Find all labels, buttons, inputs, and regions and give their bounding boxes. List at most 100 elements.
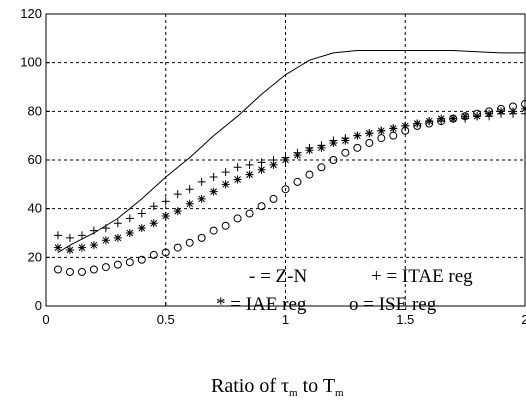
star-marker	[521, 104, 526, 113]
circle-marker	[449, 114, 458, 123]
circle-marker	[521, 100, 526, 109]
x-tick-label: 0.5	[157, 312, 175, 327]
star-marker	[449, 114, 458, 123]
circle-marker	[341, 148, 350, 157]
circle-marker	[365, 138, 374, 147]
series-ise-reg	[53, 100, 526, 276]
circle-marker	[113, 260, 122, 269]
circle-marker	[185, 238, 194, 247]
plus-marker	[209, 173, 218, 182]
star-marker	[497, 107, 506, 116]
circle-marker	[473, 109, 482, 118]
circle-marker	[77, 267, 86, 276]
series-z-n	[57, 50, 525, 253]
star-marker	[365, 129, 374, 138]
circle-marker	[425, 119, 434, 128]
circle-marker	[317, 163, 326, 172]
star-marker	[509, 107, 518, 116]
circle-marker	[413, 121, 422, 130]
star-marker	[293, 151, 302, 160]
star-marker	[53, 243, 62, 252]
circle-marker	[437, 117, 446, 126]
star-marker	[197, 194, 206, 203]
circle-marker	[509, 102, 518, 111]
legend: - = Z-N + = ITAE reg * = IAE reg o = ISE…	[216, 266, 473, 315]
y-tick-label: 120	[20, 6, 42, 21]
legend-ise: o = ISE reg	[349, 294, 437, 315]
circle-marker	[65, 267, 74, 276]
star-marker	[473, 112, 482, 121]
plus-marker	[233, 163, 242, 172]
circle-marker	[497, 104, 506, 113]
star-marker	[137, 224, 146, 233]
circle-marker	[209, 226, 218, 235]
circle-marker	[389, 131, 398, 140]
star-marker	[377, 126, 386, 135]
circle-marker	[401, 126, 410, 135]
star-marker	[389, 124, 398, 133]
circle-marker	[197, 233, 206, 242]
x-axis-label-sub-2: m	[335, 387, 344, 399]
star-marker	[101, 236, 110, 245]
star-marker	[329, 138, 338, 147]
plot-area	[53, 50, 526, 276]
y-tick-label: 80	[28, 103, 42, 118]
circle-marker	[269, 194, 278, 203]
circle-marker	[305, 170, 314, 179]
circle-marker	[125, 258, 134, 267]
plus-marker	[197, 177, 206, 186]
y-tick-label: 60	[28, 152, 42, 167]
circle-marker	[485, 107, 494, 116]
plus-marker	[173, 190, 182, 199]
plus-marker	[245, 160, 254, 169]
plus-marker	[53, 231, 62, 240]
plus-marker	[137, 209, 146, 218]
star-marker	[401, 121, 410, 130]
x-axis-label-tau: τ	[281, 375, 289, 397]
legend-itae: + = ITAE reg	[371, 266, 473, 287]
circle-marker	[149, 250, 158, 259]
plus-marker	[125, 214, 134, 223]
circle-marker	[173, 243, 182, 252]
circle-marker	[233, 214, 242, 223]
x-tick-label: 1.5	[396, 312, 414, 327]
star-marker	[221, 180, 230, 189]
x-tick-label: 0	[42, 312, 49, 327]
plot-frame	[45, 13, 526, 307]
y-tick-label: 40	[28, 201, 42, 216]
plus-marker	[77, 231, 86, 240]
plus-marker	[89, 226, 98, 235]
star-marker	[425, 117, 434, 126]
plus-marker	[221, 168, 230, 177]
series-iae-reg	[53, 104, 526, 255]
star-marker	[353, 131, 362, 140]
circle-marker	[281, 185, 290, 194]
star-marker	[149, 219, 158, 228]
star-marker	[437, 114, 446, 123]
circle-marker	[101, 263, 110, 272]
star-marker	[113, 233, 122, 242]
star-marker	[485, 109, 494, 118]
legend-zn: - = Z-N	[249, 266, 307, 287]
star-marker	[269, 160, 278, 169]
circle-marker	[257, 202, 266, 211]
circle-marker	[161, 248, 170, 257]
y-tick-label: 0	[35, 298, 42, 313]
y-tick-label: 100	[20, 55, 42, 70]
x-axis-label-T: T	[323, 375, 335, 397]
star-marker	[125, 229, 134, 237]
circle-marker	[377, 134, 386, 143]
star-marker	[257, 165, 266, 174]
circle-marker	[461, 112, 470, 121]
circle-marker	[89, 265, 98, 274]
plus-marker	[185, 185, 194, 194]
axes	[45, 13, 526, 307]
circle-marker	[53, 265, 62, 274]
star-marker	[77, 243, 86, 252]
x-tick-label: 2	[521, 312, 526, 327]
star-marker	[173, 207, 182, 216]
circle-marker	[329, 156, 338, 164]
star-marker	[185, 199, 194, 208]
x-axis-label: Ratio of τm to Tm	[211, 375, 344, 399]
